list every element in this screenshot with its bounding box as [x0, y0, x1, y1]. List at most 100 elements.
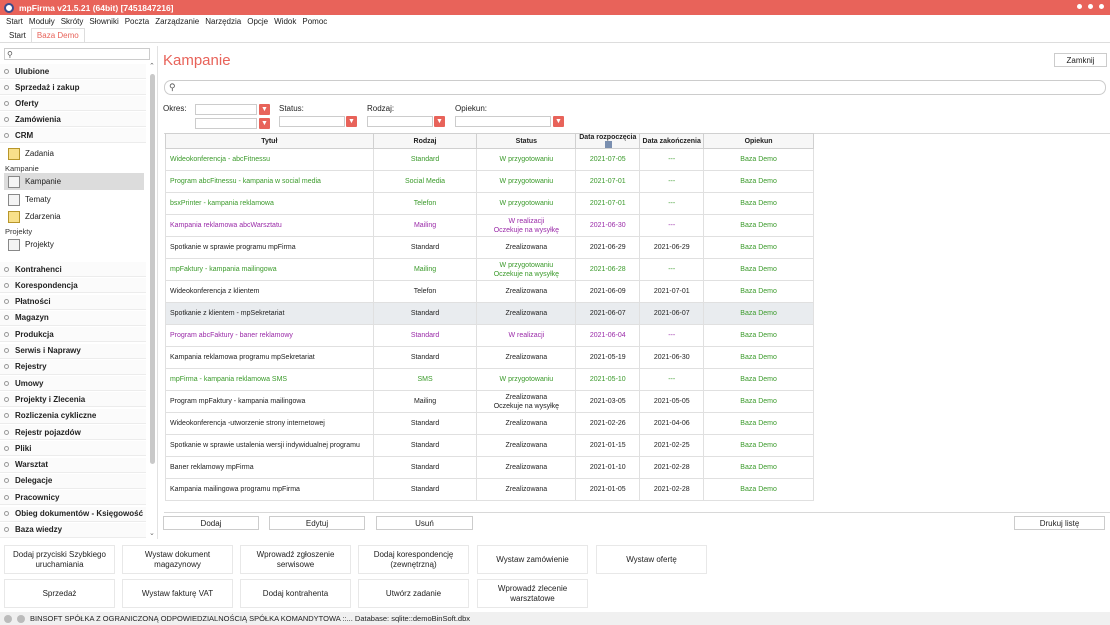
- sidebar-group[interactable]: Projekty i Zlecenia: [0, 392, 146, 408]
- table-row[interactable]: Wideokonferencja -utworzenie strony inte…: [165, 412, 814, 436]
- sidebar-group[interactable]: Magazyn: [0, 310, 146, 326]
- column-header-tytul[interactable]: Tytuł: [165, 132, 374, 150]
- sidebar-group[interactable]: Kontrahenci: [0, 262, 146, 277]
- filter-opiekun-select[interactable]: [455, 116, 551, 127]
- shortcut-add-correspondence[interactable]: Dodaj korespondencję (zewnętrzną): [358, 545, 469, 574]
- sidebar-scrollbar[interactable]: ⌃ ⌄: [149, 62, 156, 537]
- column-header-status[interactable]: Status: [476, 132, 577, 150]
- shortcut-workshop-order[interactable]: Wprowadź zlecenie warsztatowe: [477, 579, 588, 608]
- sidebar-group-zamowienia[interactable]: Zamówienia: [0, 112, 146, 127]
- edit-button[interactable]: Edytuj: [269, 516, 365, 530]
- menu-opcje[interactable]: Opcje: [247, 17, 269, 26]
- chevron-down-icon[interactable]: ▼: [259, 104, 270, 115]
- table-row[interactable]: Kampania reklamowa abcWarsztatu Mailing W …: [165, 214, 814, 238]
- sidebar-item-zadania[interactable]: Zadania: [4, 145, 144, 162]
- table-row[interactable]: Kampania mailingowa programu mpFirma Stan…: [165, 478, 814, 502]
- sidebar-group-ulubione[interactable]: Ulubione: [0, 64, 146, 79]
- sidebar-group[interactable]: Rejestry: [0, 359, 146, 375]
- table-row[interactable]: Wideokonferencja z klientem Telefon Zreali…: [165, 280, 814, 304]
- filter-okres-to[interactable]: [195, 118, 257, 129]
- menu-slowniki[interactable]: Słowniki: [89, 17, 119, 26]
- scroll-up-icon[interactable]: ⌃: [149, 63, 155, 70]
- sidebar-group-oferty[interactable]: Oferty: [0, 96, 146, 111]
- more-dot-icon[interactable]: [1088, 4, 1093, 9]
- sidebar-group-sprzedaz[interactable]: Sprzedaż i zakup: [0, 80, 146, 95]
- shortcut-create-task[interactable]: Utwórz zadanie: [358, 579, 469, 608]
- close-button[interactable]: Zamknij: [1054, 53, 1107, 67]
- filter-status-select[interactable]: [279, 116, 345, 127]
- scroll-down-icon[interactable]: ⌄: [149, 530, 155, 537]
- table-row[interactable]: Spotkanie z klientem - mpSekretariat Stan…: [165, 302, 814, 326]
- table-row[interactable]: Program mpFaktury - kampania mailingowa M…: [165, 390, 814, 414]
- shortcut-add-quick-buttons[interactable]: Dodaj przyciski Szybkiego uruchamiania: [4, 545, 115, 574]
- window-controls[interactable]: [1077, 4, 1104, 9]
- delete-button[interactable]: Usuń: [376, 516, 473, 530]
- table-row[interactable]: mpFaktury - kampania mailingowa Mailing W …: [165, 258, 814, 282]
- more-dot-icon[interactable]: [1099, 4, 1104, 9]
- menu-pomoc[interactable]: Pomoc: [302, 17, 328, 26]
- shortcut-vat-invoice[interactable]: Wystaw fakturę VAT: [122, 579, 233, 608]
- sidebar-group[interactable]: Rejestr pojazdów: [0, 425, 146, 440]
- sidebar-group[interactable]: Umowy: [0, 376, 146, 392]
- sidebar-group[interactable]: Warsztat: [0, 457, 146, 473]
- tab-baza-demo[interactable]: Baza Demo: [30, 28, 85, 42]
- more-dot-icon[interactable]: [1077, 4, 1082, 9]
- table-row[interactable]: Spotkanie w sprawie ustalenia wersji ind…: [165, 434, 814, 458]
- menu-moduly[interactable]: Moduły: [28, 17, 55, 26]
- tab-start[interactable]: Start: [9, 31, 26, 40]
- column-header-start[interactable]: Data rozpoczęcia: [575, 132, 641, 150]
- sidebar-section-projekty: Projekty: [5, 227, 33, 236]
- shortcut-issue-offer[interactable]: Wystaw ofertę: [596, 545, 707, 574]
- filter-okres-from[interactable]: [195, 104, 257, 115]
- add-button[interactable]: Dodaj: [163, 516, 259, 530]
- table-row[interactable]: bsxPrinter - kampania reklamowa Telefon W …: [165, 192, 814, 216]
- chevron-down-icon[interactable]: ▼: [434, 116, 445, 127]
- menu-widok[interactable]: Widok: [274, 17, 297, 26]
- sidebar-group[interactable]: Rozliczenia cykliczne: [0, 408, 146, 424]
- sidebar-group[interactable]: Obieg dokumentów - Księgowość: [0, 506, 146, 522]
- menu-skroty[interactable]: Skróty: [60, 17, 84, 26]
- sidebar-group[interactable]: Serwis i Naprawy: [0, 343, 146, 359]
- sidebar-group[interactable]: Pracownicy: [0, 490, 146, 506]
- sidebar-item-kampanie[interactable]: Kampanie: [4, 173, 144, 190]
- shortcut-service-request[interactable]: Wprowadź zgłoszenie serwisowe: [240, 545, 351, 574]
- table-cell-opiekun: Baza Demo: [703, 478, 814, 502]
- main-search-input[interactable]: ⚲: [164, 80, 1106, 95]
- shortcut-issue-order[interactable]: Wystaw zamówienie: [477, 545, 588, 574]
- table-row[interactable]: Program abcFaktury - baner reklamowy Stan…: [165, 324, 814, 348]
- table-row[interactable]: Baner reklamowy mpFirma Standard Zrealizow…: [165, 456, 814, 480]
- sidebar-item-projekty[interactable]: Projekty: [4, 236, 144, 253]
- sidebar-group[interactable]: Produkcja: [0, 327, 146, 343]
- print-list-button[interactable]: Drukuj listę: [1014, 516, 1105, 530]
- scrollbar-thumb[interactable]: [150, 74, 155, 464]
- sidebar-group[interactable]: Płatności: [0, 294, 146, 310]
- table-row[interactable]: mpFirma - kampania reklamowa SMS SMS W prz…: [165, 368, 814, 392]
- table-row[interactable]: Wideokonferencja - abcFitnessu Standard W …: [165, 148, 814, 172]
- column-header-rodzaj[interactable]: Rodzaj: [372, 132, 478, 150]
- menu-start[interactable]: Start: [6, 17, 23, 26]
- menu-zarzadzanie[interactable]: Zarządzanie: [155, 17, 200, 26]
- sidebar-group-crm[interactable]: CRM: [0, 128, 146, 143]
- table-row[interactable]: Spotkanie w sprawie programu mpFirma Stan…: [165, 236, 814, 260]
- column-header-end[interactable]: Data zakończenia: [639, 132, 705, 150]
- column-header-opiekun[interactable]: Opiekun: [703, 132, 814, 150]
- sidebar-item-tematy[interactable]: Tematy: [4, 191, 144, 208]
- table-row[interactable]: Kampania reklamowa programu mpSekretaria…: [165, 346, 814, 370]
- sidebar-item-zdarzenia[interactable]: Zdarzenia: [4, 208, 144, 225]
- shortcut-add-contractor[interactable]: Dodaj kontrahenta: [240, 579, 351, 608]
- sidebar-group[interactable]: Korespondencja: [0, 278, 146, 294]
- table-cell-end: 2021-06-29: [639, 236, 705, 260]
- table-row[interactable]: Program abcFitnessu - kampania w social …: [165, 170, 814, 194]
- sidebar-group[interactable]: Pliki: [0, 441, 146, 457]
- chevron-down-icon[interactable]: ▼: [553, 116, 564, 127]
- chevron-down-icon[interactable]: ▼: [259, 118, 270, 129]
- filter-rodzaj-select[interactable]: [367, 116, 433, 127]
- chevron-down-icon[interactable]: ▼: [346, 116, 357, 127]
- sidebar-group[interactable]: Baza wiedzy: [0, 522, 146, 538]
- sidebar-group[interactable]: Delegacje: [0, 473, 146, 489]
- menu-poczta[interactable]: Poczta: [124, 17, 150, 26]
- sidebar-search-input[interactable]: ⚲: [4, 48, 150, 60]
- shortcut-sales[interactable]: Sprzedaż: [4, 579, 115, 608]
- menu-narzedzia[interactable]: Narzędzia: [205, 17, 242, 26]
- shortcut-warehouse-doc[interactable]: Wystaw dokument magazynowy: [122, 545, 233, 574]
